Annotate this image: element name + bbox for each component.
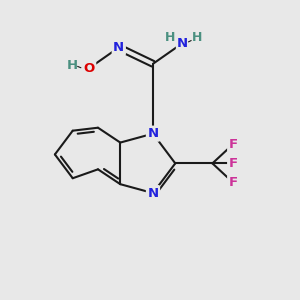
- Text: N: N: [177, 37, 188, 50]
- Text: F: F: [229, 157, 238, 170]
- Text: F: F: [229, 138, 238, 151]
- Text: N: N: [113, 41, 124, 54]
- Text: H: H: [67, 59, 78, 72]
- Text: H: H: [192, 31, 202, 44]
- Text: O: O: [83, 62, 95, 75]
- Text: H: H: [165, 31, 175, 44]
- Text: N: N: [147, 127, 158, 140]
- Text: O: O: [83, 62, 95, 75]
- Text: F: F: [229, 176, 238, 189]
- Text: N: N: [147, 187, 158, 200]
